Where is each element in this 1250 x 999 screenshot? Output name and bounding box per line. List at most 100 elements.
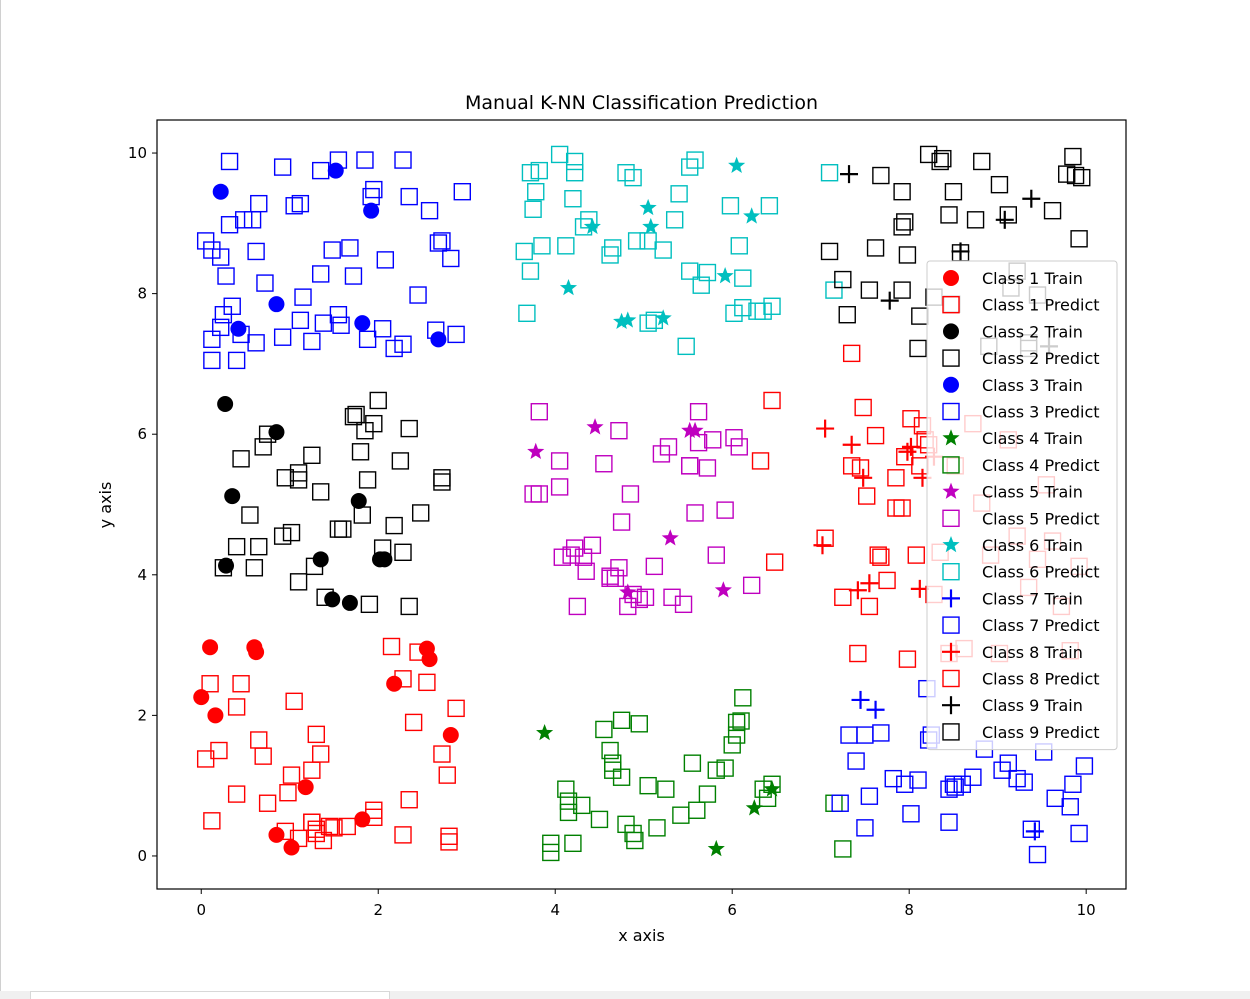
data-point (365, 180, 383, 199)
bottom-tab[interactable] (30, 991, 390, 999)
data-point (639, 314, 657, 332)
data-point (193, 689, 210, 706)
legend-item: Class 2 Predict (942, 349, 1100, 368)
data-point (686, 421, 704, 438)
data-point (813, 536, 832, 555)
data-point (574, 218, 593, 236)
data-point (553, 548, 571, 566)
legend-marker (942, 482, 960, 499)
data-point (931, 152, 949, 171)
data-point (358, 471, 377, 489)
data-point (848, 581, 867, 600)
data-point (258, 425, 277, 443)
data-point (559, 803, 578, 822)
data-point (898, 650, 917, 668)
data-point (854, 398, 872, 417)
legend-item: Class 9 Train (942, 696, 1083, 715)
data-point (621, 485, 640, 503)
y-tick-label: 6 (137, 425, 147, 443)
data-point (312, 745, 330, 763)
data-point (1070, 824, 1088, 843)
data-point (362, 187, 380, 206)
data-point (289, 471, 308, 489)
data-point (351, 443, 370, 461)
data-point (341, 239, 359, 257)
data-point (907, 546, 925, 564)
data-point (707, 839, 725, 857)
data-point (842, 457, 861, 475)
data-point (601, 569, 619, 588)
data-point (999, 206, 1018, 224)
data-point (373, 539, 392, 557)
series-9 (527, 418, 732, 600)
x-tick-label: 2 (373, 901, 383, 919)
data-point (254, 438, 272, 456)
data-point (369, 391, 387, 410)
legend-label: Class 3 Predict (982, 403, 1100, 422)
data-point (442, 727, 459, 744)
data-point (363, 202, 380, 219)
data-point (944, 775, 963, 793)
data-point (704, 431, 722, 449)
data-point (652, 445, 671, 463)
data-point (730, 237, 748, 255)
data-point (394, 826, 412, 844)
data-point (893, 218, 911, 236)
data-point (268, 424, 285, 441)
data-point (536, 723, 554, 741)
series-7 (536, 723, 781, 857)
legend-label: Class 5 Predict (982, 509, 1100, 528)
data-point (612, 711, 631, 729)
data-point (745, 799, 763, 816)
data-point (754, 780, 772, 798)
data-point (521, 164, 540, 182)
legend-item: Class 6 Train (942, 536, 1083, 555)
data-point (887, 469, 905, 487)
data-point (878, 571, 896, 590)
series-4 (214, 391, 451, 616)
data-point (565, 164, 584, 182)
data-point (285, 197, 303, 215)
data-point (893, 281, 911, 299)
data-point (273, 527, 292, 545)
data-point (670, 185, 688, 203)
data-point (1028, 845, 1047, 864)
legend-marker (943, 270, 959, 286)
data-point (418, 673, 436, 692)
data-point (294, 288, 312, 306)
data-point (320, 817, 339, 836)
legend-item: Class 5 Train (942, 482, 1083, 502)
data-point (748, 302, 766, 320)
data-point (674, 595, 693, 614)
data-point (617, 164, 635, 182)
data-point (217, 395, 234, 412)
data-point (303, 813, 321, 831)
legend-item: Class 7 Predict (942, 616, 1100, 635)
data-point (557, 237, 575, 255)
data-point (227, 698, 246, 716)
data-point (394, 151, 412, 169)
data-point (247, 242, 265, 261)
data-point (344, 407, 363, 426)
legend-item: Class 4 Predict (942, 456, 1100, 475)
data-point (289, 829, 308, 848)
data-point (305, 557, 324, 576)
data-point (1008, 769, 1026, 788)
legend-marker (942, 669, 960, 688)
legend-marker (942, 563, 960, 581)
data-point (995, 210, 1014, 229)
series-6 (196, 151, 472, 370)
legend-marker (942, 616, 960, 634)
data-point (595, 455, 613, 473)
bottom-scrollbar-track[interactable] (0, 991, 1250, 999)
data-point (1022, 820, 1041, 838)
data-point (617, 815, 635, 834)
data-point (386, 675, 403, 692)
data-point (627, 232, 646, 250)
data-point (851, 459, 870, 477)
data-point (268, 296, 285, 313)
data-point (258, 794, 277, 812)
data-point (212, 318, 230, 337)
data-point (763, 775, 781, 793)
data-point (214, 559, 233, 577)
